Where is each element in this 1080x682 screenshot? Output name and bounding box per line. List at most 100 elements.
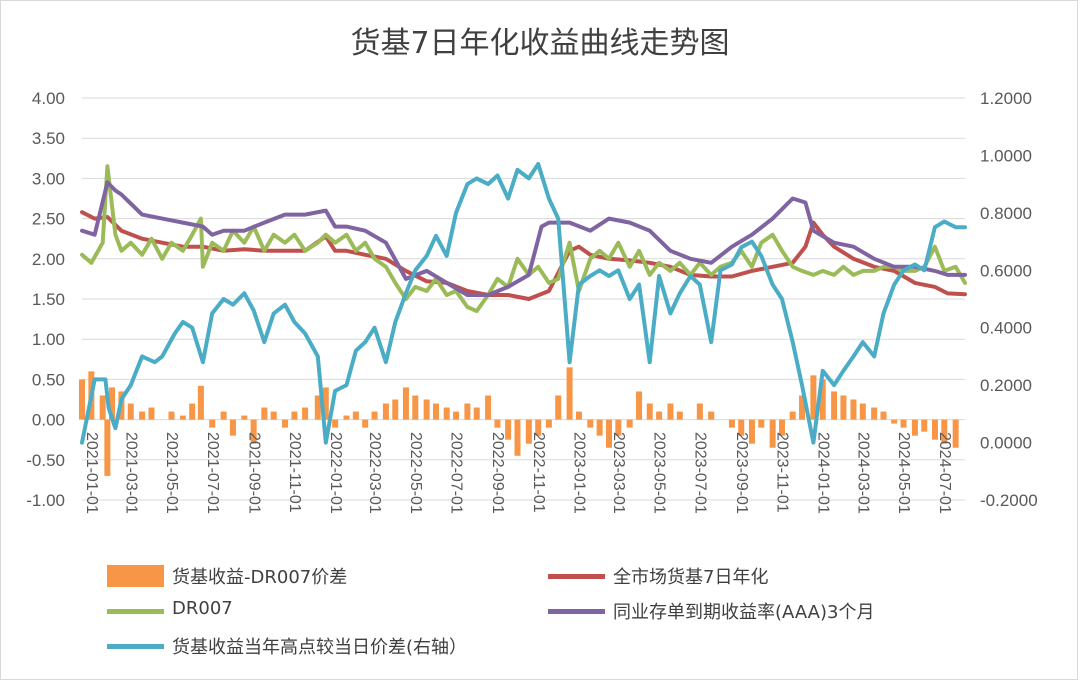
bar <box>819 379 826 420</box>
x-tick-label: 2021-11-01 <box>286 432 303 513</box>
bar <box>505 419 512 440</box>
x-tick-label: 2023-11-01 <box>774 432 791 513</box>
left-tick-label: 3.50 <box>32 129 65 148</box>
left-tick-label: 1.00 <box>32 330 65 349</box>
x-tick-label: 2021-07-01 <box>204 432 221 514</box>
bar <box>302 407 309 420</box>
bar <box>911 419 918 436</box>
bar <box>453 411 460 420</box>
bar <box>362 419 369 428</box>
x-tick-label: 2022-03-01 <box>366 432 383 514</box>
bar <box>494 419 501 428</box>
bar <box>282 419 289 428</box>
legend-label: 货基收益-DR007价差 <box>172 567 348 588</box>
bar <box>778 419 785 436</box>
bar <box>168 411 175 420</box>
bar <box>250 419 257 444</box>
bar <box>392 399 399 420</box>
bar <box>314 395 321 420</box>
x-tick-label: 2021-03-01 <box>122 432 139 514</box>
left-tick-label: 0.50 <box>32 370 65 389</box>
x-tick-label: 2022-09-01 <box>489 432 506 514</box>
gridlines <box>82 97 965 501</box>
bar <box>667 403 674 420</box>
bar <box>229 419 236 436</box>
right-tick-label: 1.2000 <box>980 89 1032 108</box>
series-line <box>80 164 967 314</box>
bar <box>748 419 755 444</box>
bar <box>433 403 440 420</box>
bar <box>656 411 663 420</box>
series-line <box>80 210 967 301</box>
bar <box>587 419 594 428</box>
bar <box>270 411 277 420</box>
bar <box>850 399 857 420</box>
bar <box>596 419 603 436</box>
bar <box>241 415 248 420</box>
legend-swatch <box>107 565 164 587</box>
x-tick-label: 2022-07-01 <box>448 432 465 514</box>
bar <box>605 419 612 448</box>
bar <box>758 419 765 428</box>
x-tick-label: 2024-01-01 <box>814 432 831 514</box>
x-tick-label: 2024-05-01 <box>895 432 912 514</box>
bar <box>382 403 389 420</box>
right-tick-label: 0.8000 <box>980 204 1032 223</box>
bar <box>799 395 806 420</box>
bar <box>104 419 111 476</box>
bar <box>636 391 643 420</box>
legend-swatch <box>107 609 164 614</box>
bar <box>810 375 817 420</box>
bar <box>859 403 866 420</box>
bar <box>189 403 196 420</box>
legend-label: 同业存单到期收益率(AAA)3个月 <box>613 602 875 623</box>
bar <box>738 419 745 436</box>
x-tick-label: 2021-09-01 <box>245 432 262 514</box>
bar <box>525 419 532 444</box>
legend-swatch <box>548 574 605 579</box>
legend-swatch <box>548 609 605 614</box>
bar <box>626 419 633 428</box>
right-tick-label: 0.4000 <box>980 319 1032 338</box>
bar <box>402 387 409 420</box>
right-axis-ticks: 1.2000 1.0000 0.8000 0.6000 0.4000 0.2000 0.00… <box>980 89 1038 510</box>
left-tick-label: 2.50 <box>32 210 65 229</box>
bar <box>676 411 683 420</box>
bar <box>109 387 116 420</box>
legend-label: 货基收益当年高点较当日价差(右轴） <box>172 637 468 658</box>
bar <box>352 411 359 420</box>
bar <box>535 419 542 436</box>
bar <box>646 403 653 420</box>
bar <box>931 419 938 440</box>
bar <box>197 385 204 420</box>
bar <box>514 419 521 456</box>
bar <box>900 419 907 428</box>
right-tick-label: -0.2000 <box>980 491 1038 510</box>
left-tick-label: -1.00 <box>26 491 65 510</box>
legend-label: 全市场货基7日年化 <box>613 567 769 588</box>
left-tick-label: -0.50 <box>26 451 65 470</box>
bar <box>139 411 146 420</box>
bar <box>322 387 329 420</box>
chart-title: 货基7日年化收益曲线走势图 <box>350 26 730 61</box>
line-series <box>80 162 967 445</box>
bar <box>831 391 838 420</box>
bar-series <box>79 367 959 476</box>
bar <box>789 411 796 420</box>
series-line <box>80 180 967 297</box>
bar <box>291 411 298 420</box>
right-tick-label: 0.0000 <box>980 434 1032 453</box>
bar <box>79 379 85 420</box>
bar <box>555 395 562 420</box>
bar <box>708 411 715 420</box>
bar <box>127 403 134 420</box>
x-tick-label: 2022-05-01 <box>407 432 424 514</box>
bar <box>332 419 339 428</box>
bar <box>412 395 419 420</box>
x-tick-label: 2023-01-01 <box>571 432 588 514</box>
bar <box>473 407 480 420</box>
bar <box>220 411 227 420</box>
left-tick-label: 0.00 <box>32 411 65 430</box>
x-tick-label: 2023-03-01 <box>610 432 627 514</box>
